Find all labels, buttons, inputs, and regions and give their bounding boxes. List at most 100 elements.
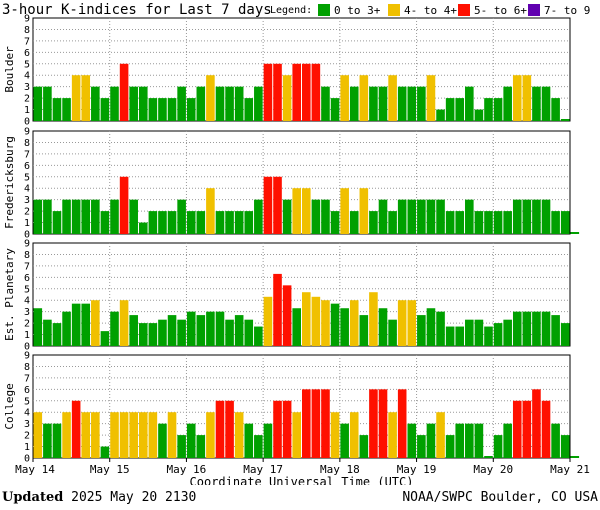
bar-boulder — [273, 63, 282, 121]
legend-swatch-7-to-9 — [528, 4, 540, 16]
bar-boulder — [465, 86, 474, 121]
bar-boulder — [177, 86, 186, 121]
bar-est-planetary — [215, 311, 225, 346]
bar-fredericksburg — [196, 211, 206, 234]
y-tick-label-est-planetary: 7 — [24, 261, 30, 272]
bar-fredericksburg — [292, 188, 301, 234]
y-tick-label-college: 2 — [24, 431, 30, 442]
bar-fredericksburg — [158, 211, 167, 234]
bar-est-planetary — [263, 296, 273, 346]
bar-college — [503, 423, 512, 458]
y-tick-label-college: 5 — [24, 396, 30, 407]
bar-fredericksburg — [417, 199, 426, 234]
bar-boulder — [292, 63, 301, 121]
bar-fredericksburg — [493, 211, 503, 234]
bar-college — [455, 423, 465, 458]
legend-label: Legend: — [270, 5, 312, 16]
bar-est-planetary — [426, 308, 436, 346]
bar-boulder — [532, 86, 541, 121]
bar-est-planetary — [330, 303, 340, 346]
bar-boulder — [426, 75, 436, 121]
y-tick-label-college: 3 — [24, 419, 30, 430]
bar-boulder — [493, 98, 503, 121]
y-tick-label-college: 7 — [24, 373, 30, 384]
bar-college — [426, 423, 436, 458]
bar-fredericksburg — [474, 211, 484, 234]
bar-est-planetary — [532, 311, 541, 346]
bar-college — [91, 412, 100, 458]
bar-college — [349, 412, 359, 458]
bar-boulder — [71, 75, 81, 121]
bar-college — [186, 423, 196, 458]
bar-est-planetary — [321, 300, 330, 346]
bar-est-planetary — [349, 300, 359, 346]
bar-boulder — [349, 86, 359, 121]
bar-fredericksburg — [522, 199, 532, 234]
bar-boulder — [110, 86, 119, 121]
bar-est-planetary — [388, 319, 397, 346]
bar-fredericksburg — [167, 211, 177, 234]
y-tick-label-boulder: 8 — [24, 25, 30, 36]
updated-label: Updated — [2, 490, 64, 505]
bar-college — [177, 435, 186, 458]
bar-college — [407, 423, 417, 458]
bar-boulder — [62, 98, 71, 121]
bar-fredericksburg — [484, 211, 493, 234]
bar-est-planetary — [244, 319, 254, 346]
bar-college — [71, 400, 81, 458]
x-axis-title: Coordinate Universal Time (UTC) — [190, 475, 414, 485]
bar-college — [465, 423, 474, 458]
bar-est-planetary — [177, 319, 186, 346]
bar-college — [244, 423, 254, 458]
y-tick-label-boulder: 5 — [24, 59, 30, 70]
y-tick-label-boulder: 3 — [24, 82, 30, 93]
bar-boulder — [186, 98, 196, 121]
y-tick-label-college: 4 — [24, 408, 30, 419]
bar-boulder — [148, 98, 158, 121]
legend-entry-5-to-6: 5- to 6+ — [474, 4, 527, 17]
x-tick-label: May 19 — [397, 463, 437, 476]
bar-est-planetary — [100, 331, 110, 346]
bar-boulder — [397, 86, 407, 121]
y-tick-label-est-planetary: 8 — [24, 250, 30, 261]
y-tick-label-fredericksburg: 3 — [24, 195, 30, 206]
y-tick-label-est-planetary: 4 — [24, 296, 30, 307]
bar-boulder — [417, 86, 426, 121]
bar-college — [263, 423, 273, 458]
bar-college — [100, 446, 110, 458]
bar-est-planetary — [407, 300, 417, 346]
bar-college — [167, 412, 177, 458]
bar-fredericksburg — [560, 211, 570, 234]
bar-college — [43, 423, 52, 458]
y-tick-label-est-planetary: 5 — [24, 284, 30, 295]
bar-est-planetary — [225, 319, 234, 346]
bar-boulder — [138, 86, 148, 121]
bar-college — [225, 400, 234, 458]
bar-boulder — [129, 86, 138, 121]
bar-est-planetary — [282, 285, 292, 346]
y-tick-label-boulder: 1 — [24, 105, 30, 116]
y-tick-label-college: 8 — [24, 362, 30, 373]
bar-est-planetary — [91, 300, 100, 346]
bar-boulder — [503, 86, 512, 121]
bar-college — [311, 389, 321, 458]
bar-est-planetary — [445, 326, 455, 346]
bar-college — [484, 456, 493, 458]
panel-label-college: College — [3, 383, 16, 429]
y-tick-label-est-planetary: 9 — [24, 239, 30, 250]
bar-fredericksburg — [503, 211, 512, 234]
bar-college — [119, 412, 129, 458]
bar-est-planetary — [311, 296, 321, 346]
bar-college — [532, 389, 541, 458]
bar-est-planetary — [503, 319, 512, 346]
y-tick-label-fredericksburg: 2 — [24, 207, 30, 218]
bar-est-planetary — [302, 292, 311, 346]
bar-fredericksburg — [388, 211, 397, 234]
bar-est-planetary — [196, 315, 206, 346]
bar-boulder — [484, 98, 493, 121]
bar-fredericksburg — [551, 211, 560, 234]
bar-est-planetary — [167, 315, 177, 346]
bar-boulder — [541, 86, 551, 121]
bar-boulder — [206, 75, 215, 121]
